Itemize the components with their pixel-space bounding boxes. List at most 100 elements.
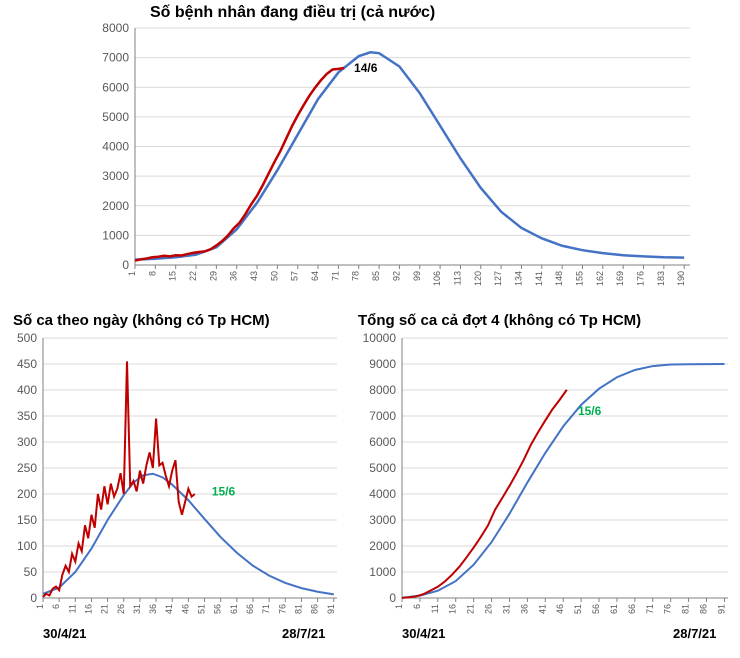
chart-bottom-left: Số ca theo ngày (không có Tp HCM) 050100… xyxy=(5,308,345,628)
chart-bl-date-end: 28/7/21 xyxy=(282,626,325,641)
svg-text:162: 162 xyxy=(595,271,605,286)
svg-text:134: 134 xyxy=(513,271,523,286)
svg-text:250: 250 xyxy=(17,461,37,475)
svg-text:0: 0 xyxy=(122,258,129,272)
svg-text:6000: 6000 xyxy=(102,80,129,94)
svg-text:8000: 8000 xyxy=(369,383,396,397)
svg-text:21: 21 xyxy=(100,604,110,614)
svg-text:26: 26 xyxy=(484,604,494,614)
svg-text:5000: 5000 xyxy=(369,461,396,475)
svg-text:106: 106 xyxy=(432,271,442,286)
svg-text:11: 11 xyxy=(430,604,440,613)
svg-text:64: 64 xyxy=(310,271,320,281)
svg-text:148: 148 xyxy=(554,271,564,286)
svg-text:1: 1 xyxy=(127,271,137,276)
svg-text:57: 57 xyxy=(290,271,300,281)
svg-text:100: 100 xyxy=(17,539,37,553)
svg-text:26: 26 xyxy=(116,604,126,614)
chart-bottom-right: Tổng số ca cả đợt 4 (không có Tp HCM) 01… xyxy=(350,308,735,628)
svg-text:16: 16 xyxy=(83,604,93,614)
svg-text:1: 1 xyxy=(394,604,404,609)
svg-text:29: 29 xyxy=(208,271,218,281)
svg-text:6: 6 xyxy=(51,604,61,609)
svg-text:176: 176 xyxy=(636,271,646,286)
svg-text:91: 91 xyxy=(326,604,336,614)
svg-text:15: 15 xyxy=(168,271,178,281)
svg-text:1000: 1000 xyxy=(369,565,396,579)
svg-text:1000: 1000 xyxy=(102,228,129,242)
chart-top-svg: 0 1000 2000 3000 4000 5000 6000 7000 8000 1 8 15 22 2… xyxy=(80,0,700,300)
svg-text:15/6: 15/6 xyxy=(212,484,236,498)
svg-text:1: 1 xyxy=(35,604,45,609)
svg-text:76: 76 xyxy=(663,604,673,614)
svg-text:5000: 5000 xyxy=(102,110,129,124)
svg-text:150: 150 xyxy=(17,513,37,527)
svg-text:71: 71 xyxy=(645,604,655,614)
svg-text:46: 46 xyxy=(555,604,565,614)
svg-text:36: 36 xyxy=(229,271,239,281)
svg-text:2000: 2000 xyxy=(369,539,396,553)
svg-text:11: 11 xyxy=(67,604,77,613)
svg-text:61: 61 xyxy=(229,604,239,614)
svg-text:10000: 10000 xyxy=(363,331,397,345)
svg-text:61: 61 xyxy=(609,604,619,614)
chart-br-date-end: 28/7/21 xyxy=(673,626,716,641)
svg-text:86: 86 xyxy=(310,604,320,614)
svg-text:6000: 6000 xyxy=(369,435,396,449)
svg-text:9000: 9000 xyxy=(369,357,396,371)
svg-text:51: 51 xyxy=(573,604,583,614)
chart-top: Số bệnh nhân đang điều trị (cả nước) 010… xyxy=(80,0,700,300)
svg-text:190: 190 xyxy=(676,271,686,286)
svg-text:350: 350 xyxy=(17,409,37,423)
svg-text:31: 31 xyxy=(501,604,511,614)
svg-text:7000: 7000 xyxy=(102,51,129,65)
chart-br-date-start: 30/4/21 xyxy=(402,626,445,641)
svg-text:36: 36 xyxy=(148,604,158,614)
svg-text:66: 66 xyxy=(627,604,637,614)
svg-text:2000: 2000 xyxy=(102,199,129,213)
svg-text:3000: 3000 xyxy=(102,169,129,183)
svg-text:71: 71 xyxy=(261,604,271,614)
svg-text:51: 51 xyxy=(197,604,207,614)
svg-text:300: 300 xyxy=(17,435,37,449)
svg-text:71: 71 xyxy=(330,271,340,281)
svg-text:16: 16 xyxy=(448,604,458,614)
svg-text:81: 81 xyxy=(293,604,303,614)
svg-text:155: 155 xyxy=(574,271,584,286)
svg-text:169: 169 xyxy=(615,271,625,286)
chart-top-title: Số bệnh nhân đang điều trị (cả nước) xyxy=(150,4,435,22)
svg-text:66: 66 xyxy=(245,604,255,614)
svg-text:8: 8 xyxy=(147,271,157,276)
svg-text:43: 43 xyxy=(249,271,259,281)
svg-text:41: 41 xyxy=(537,604,547,614)
svg-text:56: 56 xyxy=(591,604,601,614)
svg-text:3000: 3000 xyxy=(369,513,396,527)
svg-text:127: 127 xyxy=(493,271,503,286)
svg-text:200: 200 xyxy=(17,487,37,501)
svg-text:91: 91 xyxy=(716,604,726,614)
svg-text:183: 183 xyxy=(656,271,666,286)
svg-text:92: 92 xyxy=(391,271,401,281)
svg-text:400: 400 xyxy=(17,383,37,397)
svg-text:46: 46 xyxy=(180,604,190,614)
svg-text:4000: 4000 xyxy=(369,487,396,501)
chart-bl-date-start: 30/4/21 xyxy=(43,626,86,641)
svg-text:22: 22 xyxy=(188,271,198,281)
svg-text:81: 81 xyxy=(681,604,691,614)
svg-text:31: 31 xyxy=(132,604,142,614)
svg-text:500: 500 xyxy=(17,331,37,345)
svg-text:141: 141 xyxy=(534,271,544,286)
svg-text:50: 50 xyxy=(24,565,38,579)
svg-text:450: 450 xyxy=(17,357,37,371)
svg-text:85: 85 xyxy=(371,271,381,281)
svg-text:7000: 7000 xyxy=(369,409,396,423)
svg-text:21: 21 xyxy=(466,604,476,614)
svg-text:8000: 8000 xyxy=(102,21,129,35)
chart-container: Số bệnh nhân đang điều trị (cả nước) 010… xyxy=(0,0,740,658)
svg-text:4000: 4000 xyxy=(102,140,129,154)
svg-text:86: 86 xyxy=(699,604,709,614)
svg-text:0: 0 xyxy=(389,591,396,605)
svg-text:78: 78 xyxy=(351,271,361,281)
svg-text:76: 76 xyxy=(277,604,287,614)
svg-text:14/6: 14/6 xyxy=(354,61,378,75)
